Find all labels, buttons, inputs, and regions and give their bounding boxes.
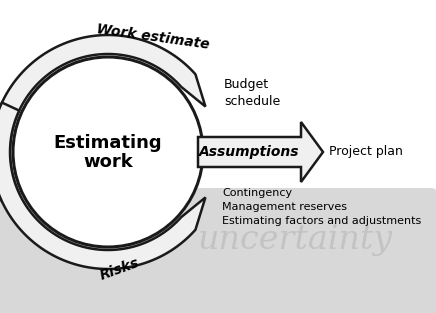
- Text: Work estimate: Work estimate: [95, 22, 210, 52]
- Text: Risks: Risks: [98, 256, 141, 283]
- Text: Contingency: Contingency: [222, 188, 292, 198]
- Text: Estimating: Estimating: [54, 134, 162, 152]
- Polygon shape: [198, 122, 323, 182]
- FancyBboxPatch shape: [0, 188, 436, 313]
- Text: Budget
schedule: Budget schedule: [224, 78, 280, 108]
- Polygon shape: [0, 35, 205, 202]
- Text: Assumptions: Assumptions: [199, 145, 300, 159]
- Text: Estimating factors and adjustments: Estimating factors and adjustments: [222, 217, 421, 226]
- Text: uncertainty: uncertainty: [198, 224, 392, 256]
- Circle shape: [13, 57, 203, 247]
- Text: Management reserves: Management reserves: [222, 203, 347, 213]
- Text: work: work: [83, 153, 133, 171]
- Text: Project plan: Project plan: [329, 146, 403, 158]
- Polygon shape: [0, 103, 205, 269]
